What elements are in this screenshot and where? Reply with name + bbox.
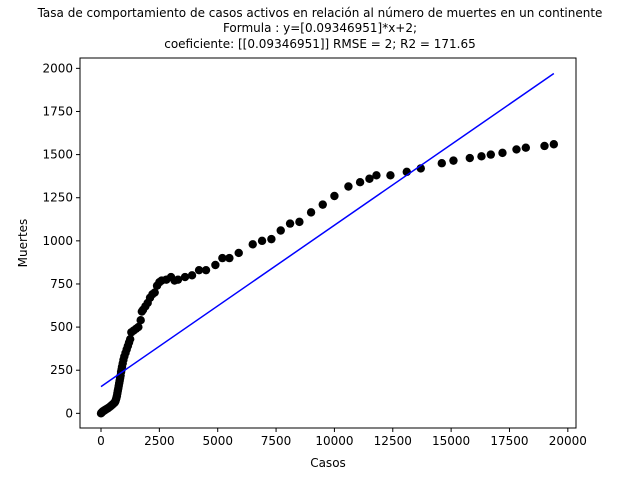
x-tick-label: 17500	[490, 434, 528, 448]
plot-frame	[79, 57, 577, 429]
axis-ticks: 0 2500 5000 7500 10000 12500 15000 17500 20000 0 2…	[42, 61, 586, 448]
data-point	[248, 240, 257, 249]
data-point	[276, 226, 285, 235]
data-point	[201, 265, 211, 275]
plot-marks	[96, 72, 559, 418]
data-point	[449, 156, 458, 165]
data-point	[330, 191, 339, 201]
data-point	[257, 236, 267, 246]
data-point	[194, 265, 204, 275]
data-point	[486, 150, 496, 159]
data-point	[125, 334, 135, 344]
data-point	[306, 208, 316, 217]
data-point	[211, 260, 220, 270]
chart-title-line-3: coeficiente: [[0.09346951]] RMSE = 2; R2…	[164, 37, 476, 51]
chart-title-line-2: Formula : y=[0.09346951]*x+2;	[223, 21, 417, 35]
data-point	[465, 153, 474, 163]
data-point	[180, 272, 190, 282]
x-tick-label: 2500	[144, 434, 175, 448]
data-point	[187, 271, 197, 280]
data-point	[477, 152, 486, 161]
x-tick-label: 15000	[432, 434, 470, 448]
data-point	[267, 234, 276, 244]
data-point	[549, 140, 559, 149]
x-tick-label: 10000	[315, 434, 353, 448]
data-point	[521, 143, 531, 152]
regression-line	[100, 72, 555, 388]
chart-title-line-1: Tasa de comportamiento de casos activos …	[37, 6, 603, 20]
data-point	[372, 171, 381, 180]
x-tick-label: 20000	[549, 434, 587, 448]
data-point	[218, 253, 227, 263]
y-tick-label: 250	[50, 363, 73, 377]
x-tick-label: 7500	[261, 434, 292, 448]
data-point	[150, 288, 159, 297]
data-point	[540, 141, 549, 151]
x-tick-label: 0	[97, 434, 105, 448]
data-point	[225, 253, 234, 263]
y-tick-label: 750	[50, 277, 73, 291]
y-tick-label: 1000	[42, 234, 73, 248]
data-point	[234, 248, 243, 258]
data-point	[318, 200, 327, 209]
y-tick-label: 1500	[42, 148, 73, 162]
x-axis-label: Casos	[310, 456, 346, 470]
data-point	[295, 217, 304, 227]
data-point	[134, 322, 143, 332]
y-tick-label: 0	[65, 406, 73, 420]
y-axis-label: Muertes	[16, 219, 30, 268]
data-point	[498, 148, 507, 158]
x-tick-label: 12500	[374, 434, 412, 448]
data-point	[136, 315, 145, 325]
data-point	[386, 171, 395, 180]
data-point	[285, 219, 295, 228]
data-point	[344, 182, 353, 191]
data-point	[173, 275, 183, 284]
y-tick-label: 500	[50, 320, 73, 334]
y-tick-label: 1250	[42, 191, 73, 205]
data-point	[355, 177, 365, 187]
y-tick-label: 1750	[42, 104, 73, 118]
data-point	[437, 159, 446, 168]
y-tick-label: 2000	[42, 61, 73, 75]
x-tick-label: 5000	[202, 434, 233, 448]
data-point	[365, 174, 374, 183]
data-point	[512, 145, 521, 154]
